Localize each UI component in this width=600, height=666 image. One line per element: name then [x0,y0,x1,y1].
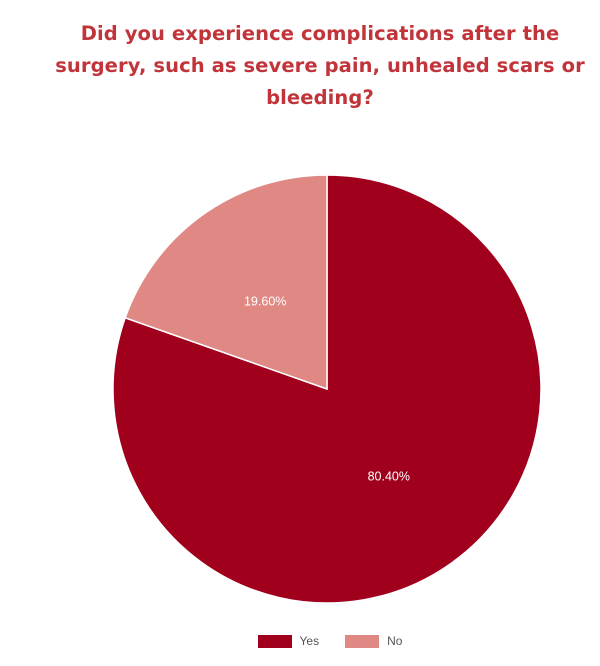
pie-slice-yes[interactable] [112,174,542,604]
legend-swatch-no [345,634,380,648]
legend-item-no[interactable]: No [345,634,402,648]
legend-item-yes[interactable]: Yes [257,634,320,648]
slice-label-yes: 80.40% [368,469,410,483]
legend-label-no: No [387,634,403,648]
legend-swatch-yes [257,634,292,648]
slice-label-no: 19.60% [244,295,286,309]
legend-label-yes: Yes [299,634,320,648]
pie-slice-no[interactable] [124,174,328,391]
chart-title: Did you experience complications after t… [55,22,585,109]
chart-legend: Yes No [0,634,600,648]
